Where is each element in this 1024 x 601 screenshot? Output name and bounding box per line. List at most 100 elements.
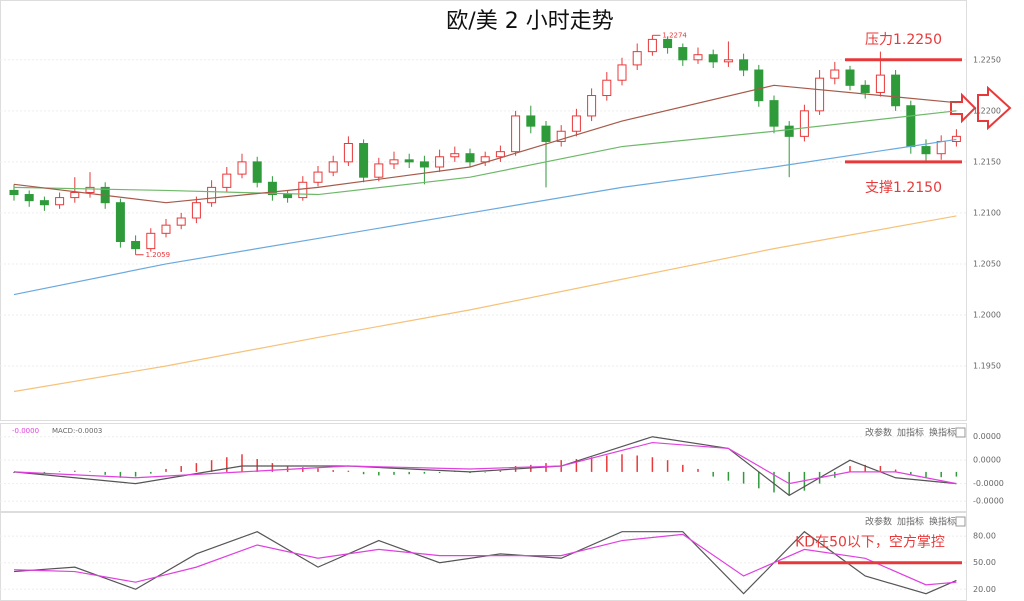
candle-body xyxy=(465,153,475,163)
toolbar-button[interactable]: 改参数 xyxy=(865,516,892,528)
toolbar-button[interactable]: 加指标 xyxy=(897,516,924,528)
reference-label: 压力1.2250 xyxy=(865,32,942,48)
candle-body xyxy=(374,163,384,178)
candle-body xyxy=(161,224,171,234)
chart-title: 欧/美 2 小时走势 xyxy=(446,9,613,34)
toolbar-button[interactable]: 改参数 xyxy=(865,427,892,439)
candle-body xyxy=(754,69,764,102)
series-line xyxy=(13,215,957,393)
candle-body xyxy=(617,64,627,81)
toolbar-button[interactable]: 换指标 xyxy=(929,516,956,528)
candle-body xyxy=(146,232,156,250)
candle-body xyxy=(632,51,642,66)
candle-body xyxy=(541,125,551,142)
series-line xyxy=(13,110,957,196)
indicator-label: -0.0000 xyxy=(12,427,39,435)
series-line xyxy=(13,530,957,595)
candle-body xyxy=(176,217,186,226)
y-tick-label: -0.0000 xyxy=(973,479,1004,488)
candle-body xyxy=(815,77,825,112)
y-tick-label: 20.00 xyxy=(973,585,996,594)
toolbar-button[interactable]: 换指标 xyxy=(929,427,956,439)
y-tick-label: 50.00 xyxy=(973,558,996,567)
y-tick-label: 1.2250 xyxy=(973,55,1001,64)
candle-body xyxy=(313,171,323,183)
candle-body xyxy=(85,186,95,193)
indicator-label: MACD:-0.0003 xyxy=(52,427,102,435)
price-panel xyxy=(0,0,967,421)
candle-body xyxy=(875,74,885,93)
candle-body xyxy=(115,202,125,242)
candle-body xyxy=(450,153,460,158)
candle-body xyxy=(906,105,916,148)
y-tick-label: 1.2000 xyxy=(973,310,1001,319)
candle-body xyxy=(343,143,353,163)
candle-body xyxy=(131,240,141,250)
series-line xyxy=(13,533,957,586)
candle-body xyxy=(860,84,870,93)
candle-body xyxy=(328,161,338,173)
candle-body xyxy=(283,194,293,199)
candle-body xyxy=(9,189,19,196)
candle-body xyxy=(769,100,779,127)
y-tick-label: 1.2100 xyxy=(973,208,1001,217)
candle-body xyxy=(845,69,855,86)
candle-body xyxy=(921,146,931,155)
series-line xyxy=(13,84,957,204)
direction-arrow xyxy=(950,85,1012,131)
candle-body xyxy=(39,200,49,206)
candle-body xyxy=(739,59,749,71)
series-line xyxy=(13,138,957,296)
candle-body xyxy=(663,38,673,49)
candle-body xyxy=(435,156,445,168)
candle-body xyxy=(556,130,566,142)
candle-body xyxy=(784,125,794,137)
candle-body xyxy=(587,95,597,117)
candle-body xyxy=(222,173,232,188)
y-tick-label: 1.2200 xyxy=(973,106,1001,115)
series-line xyxy=(13,441,957,485)
candle-body xyxy=(495,151,505,158)
macd-panel xyxy=(0,423,967,512)
y-tick-label: 80.00 xyxy=(973,532,996,541)
candle-body xyxy=(891,74,901,107)
y-tick-label: 1.1950 xyxy=(973,362,1001,371)
candle-body xyxy=(389,159,399,165)
candle-body xyxy=(526,115,536,127)
candle-body xyxy=(298,181,308,199)
candle-body xyxy=(693,54,703,61)
series-line xyxy=(13,436,957,497)
y-tick-label: 1.2050 xyxy=(973,259,1001,268)
y-tick-label: 1.2150 xyxy=(973,157,1001,166)
candle-body xyxy=(951,135,961,142)
candle-body xyxy=(55,197,65,206)
annotation-label: 1.2274 xyxy=(662,31,687,39)
candle-body xyxy=(237,161,247,175)
candle-body xyxy=(252,161,262,183)
reference-label: KD在50以下，空方掌控 xyxy=(795,535,945,551)
toolbar-button[interactable]: 加指标 xyxy=(897,427,924,439)
candle-body xyxy=(267,181,277,196)
candle-body xyxy=(936,140,946,155)
candle-body xyxy=(359,143,369,178)
close-button[interactable] xyxy=(955,516,966,527)
candle-body xyxy=(602,79,612,97)
candle-body xyxy=(723,59,733,63)
annotation-label: 1.2059 xyxy=(146,251,171,259)
candle-body xyxy=(207,186,217,204)
candle-body xyxy=(70,191,80,199)
y-tick-label: 0.0000 xyxy=(973,456,1001,465)
candle-body xyxy=(647,38,657,53)
candle-body xyxy=(571,115,581,132)
candle-body xyxy=(830,69,840,79)
close-button[interactable] xyxy=(955,427,966,438)
y-tick-label: -0.0000 xyxy=(973,497,1004,506)
reference-label: 支撑1.2150 xyxy=(865,180,942,196)
candle-body xyxy=(799,110,809,137)
candle-body xyxy=(404,159,414,163)
y-tick-label: 0.0000 xyxy=(973,432,1001,441)
candle-body xyxy=(708,54,718,63)
candle-body xyxy=(419,161,429,168)
